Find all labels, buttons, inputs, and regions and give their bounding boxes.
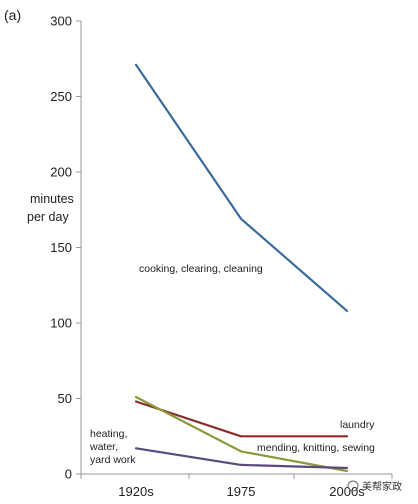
y-tick-label: 50 (58, 391, 72, 406)
y-tick-label: 150 (50, 240, 72, 255)
annotations: cooking, clearing, cleaning laundry mendin… (89, 263, 375, 466)
y-axis-label-line-2: per day (27, 210, 69, 224)
x-tick-label: 2000s (329, 484, 365, 499)
series-line-2 (134, 400, 349, 438)
series-line-4 (134, 447, 349, 470)
annotation-line: heating, (90, 428, 127, 440)
y-tick-label: 100 (50, 316, 72, 331)
y-tick-label: 0 (65, 467, 72, 482)
annotation-mending: mending, knitting, sewing (257, 442, 375, 454)
annotation-heating: heating, water, yard work (89, 428, 136, 466)
watermark: 美帮家政 (347, 480, 402, 493)
series-line-3 (134, 395, 349, 473)
annotation-cooking: cooking, clearing, cleaning (139, 263, 263, 275)
annotation-line: water, (89, 441, 118, 453)
annotation-line: laundry (340, 419, 375, 431)
series-line-1 (134, 63, 349, 312)
series-layer (134, 63, 349, 473)
y-tick-label: 250 (50, 89, 72, 104)
axes: 0 50 100 150 200 250 300 1920s 1975 2000s (50, 14, 393, 499)
x-tick-label: 1920s (118, 484, 154, 499)
y-axis-label-line-1: minutes (30, 192, 74, 206)
annotation-line: mending, knitting, sewing (257, 442, 375, 454)
y-tick-label: 300 (50, 14, 72, 29)
panel-label: (a) (4, 7, 21, 23)
watermark-text: 美帮家政 (362, 480, 402, 493)
y-tick-label: 200 (50, 165, 72, 180)
watermark-icon (347, 480, 359, 492)
annotation-line: yard work (90, 454, 136, 466)
y-axis-label: minutes per day (27, 192, 74, 224)
annotation-line: cooking, clearing, cleaning (139, 263, 263, 275)
x-tick-label: 1975 (227, 484, 256, 499)
annotation-laundry: laundry (340, 419, 375, 431)
